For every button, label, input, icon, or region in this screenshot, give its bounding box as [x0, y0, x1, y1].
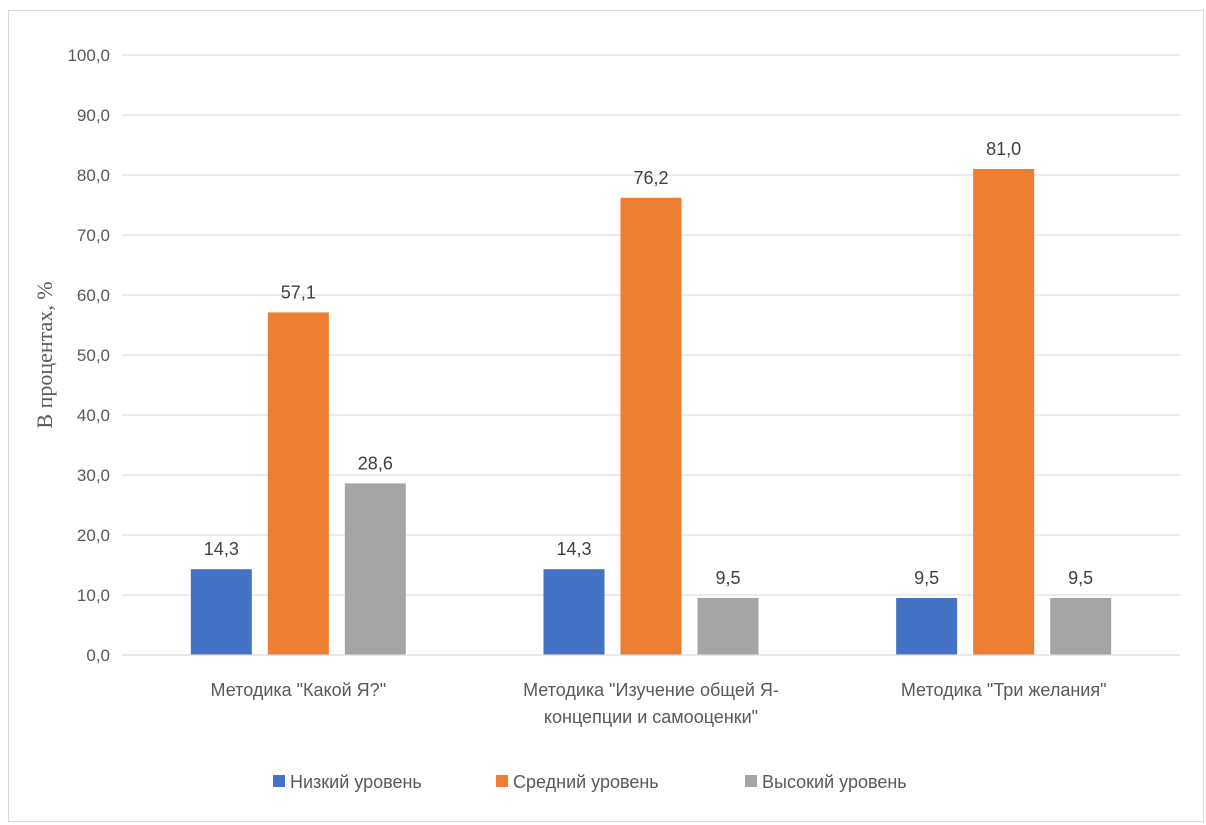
- x-category-label: Методика "Изучение общей Я-: [523, 680, 779, 700]
- bar: [1050, 598, 1112, 655]
- data-label: 9,5: [914, 568, 939, 588]
- y-tick-label: 100,0: [67, 46, 110, 65]
- data-label: 9,5: [715, 568, 740, 588]
- legend-swatch: [496, 775, 508, 787]
- data-label: 9,5: [1068, 568, 1093, 588]
- bar: [620, 197, 682, 656]
- y-axis-title: В процентах, %: [32, 281, 57, 428]
- data-label: 14,3: [204, 539, 239, 559]
- bar: [896, 598, 958, 655]
- bar: [267, 312, 329, 655]
- legend-label: Низкий уровень: [290, 772, 422, 792]
- bar: [697, 598, 759, 655]
- legend-swatch: [273, 775, 285, 787]
- bar: [190, 569, 252, 655]
- y-tick-label: 90,0: [77, 106, 110, 125]
- bar: [344, 483, 406, 655]
- y-tick-label: 0,0: [86, 646, 110, 665]
- data-label: 14,3: [556, 539, 591, 559]
- y-tick-label: 10,0: [77, 586, 110, 605]
- legend-swatch: [745, 775, 757, 787]
- x-category-label: Методика "Какой Я?": [211, 680, 387, 700]
- data-label: 76,2: [633, 168, 668, 188]
- y-tick-label: 50,0: [77, 346, 110, 365]
- x-category-label: Методика "Три желания": [901, 680, 1107, 700]
- y-tick-label: 80,0: [77, 166, 110, 185]
- legend-label: Средний уровень: [513, 772, 659, 792]
- y-tick-label: 20,0: [77, 526, 110, 545]
- x-category-label: концепции и самооценки": [544, 707, 758, 727]
- y-tick-label: 70,0: [77, 226, 110, 245]
- bar: [973, 169, 1035, 655]
- y-tick-label: 30,0: [77, 466, 110, 485]
- y-tick-label: 60,0: [77, 286, 110, 305]
- data-label: 57,1: [281, 282, 316, 302]
- data-label: 28,6: [358, 453, 393, 473]
- y-tick-label: 40,0: [77, 406, 110, 425]
- legend-label: Высокий уровень: [762, 772, 907, 792]
- data-label: 81,0: [986, 139, 1021, 159]
- bar: [543, 569, 605, 655]
